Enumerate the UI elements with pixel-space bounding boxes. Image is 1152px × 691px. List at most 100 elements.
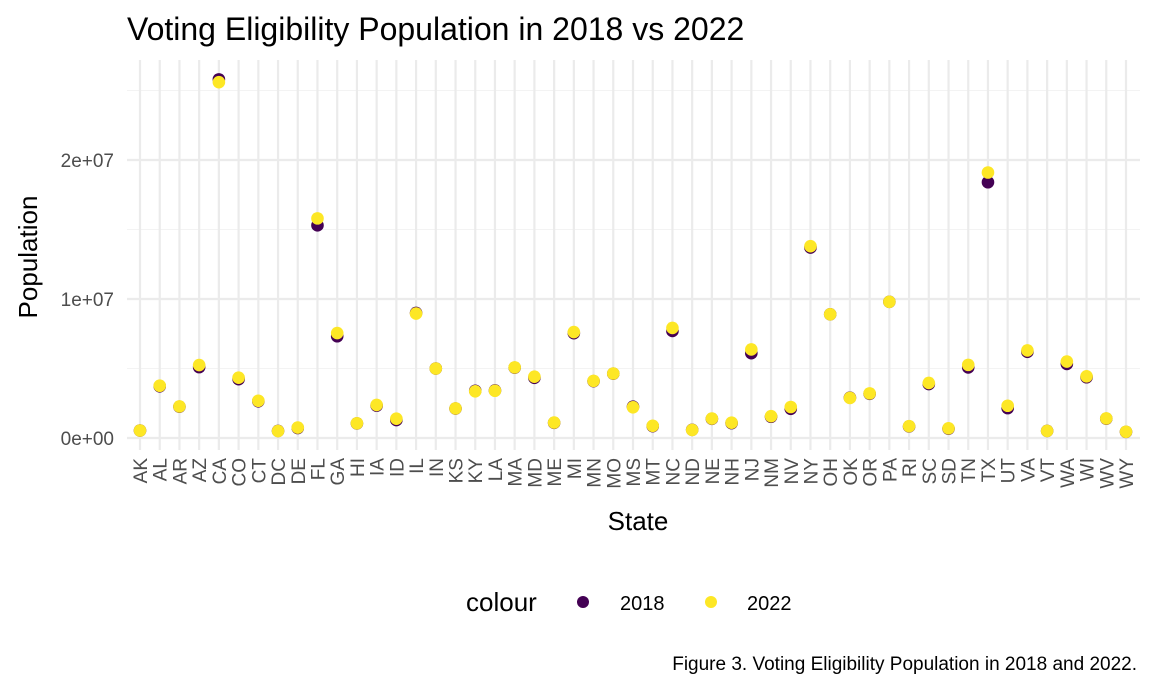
x-tick-label-TX: TX	[979, 458, 1000, 483]
x-axis-ticks: AKALARAZCACOCTDCDEFLGAHIIAIDILINKSKYLAMA…	[131, 458, 1138, 489]
legend-label-2018: 2018	[620, 593, 665, 615]
legend-key-2018	[577, 596, 589, 608]
x-tick-label-ME: ME	[545, 458, 566, 487]
x-tick-label-AZ: AZ	[190, 458, 211, 483]
x-tick-label-DC: DC	[269, 458, 290, 485]
point-2022-GA	[330, 326, 344, 340]
point-2022-VA	[1021, 344, 1034, 357]
point-2022-TN	[961, 358, 975, 372]
x-tick-label-OK: OK	[841, 458, 862, 486]
point-2022-AZ	[192, 358, 206, 372]
point-2022-MO	[606, 367, 620, 380]
x-tick-label-MN: MN	[585, 458, 606, 488]
point-2022-AK	[133, 424, 147, 437]
x-tick-label-MT: MT	[644, 458, 665, 486]
point-2022-NY	[804, 239, 817, 253]
x-tick-label-SC: SC	[920, 458, 941, 484]
point-2022-NJ	[745, 343, 758, 356]
gridlines	[127, 60, 1140, 450]
x-tick-label-MO: MO	[604, 458, 625, 489]
point-2022-NM	[764, 409, 778, 423]
point-2022-UT	[1001, 399, 1014, 413]
x-tick-label-NV: NV	[782, 458, 803, 485]
point-2022-MA	[508, 361, 521, 374]
point-2022-CA	[212, 75, 226, 89]
x-tick-label-MA: MA	[506, 458, 527, 487]
x-tick-label-MI: MI	[565, 458, 586, 479]
x-tick-label-CA: CA	[210, 458, 231, 485]
legend-key-2022	[705, 596, 717, 608]
x-tick-label-NH: NH	[723, 458, 744, 485]
point-2022-OH	[823, 307, 837, 321]
point-2022-ND	[685, 423, 699, 437]
point-2022-OK	[843, 391, 857, 405]
x-tick-label-AR: AR	[170, 458, 191, 484]
point-2022-NV	[784, 400, 798, 414]
point-2022-ID	[390, 412, 403, 425]
x-tick-label-IA: IA	[368, 458, 389, 476]
x-tick-label-GA: GA	[328, 458, 349, 486]
point-2022-IA	[370, 398, 383, 412]
x-tick-label-UT: UT	[999, 458, 1020, 484]
point-2022-MD	[528, 370, 541, 384]
point-2022-DC	[271, 424, 285, 438]
point-2022-RI	[902, 419, 916, 433]
point-2022-WI	[1080, 369, 1093, 383]
point-2022-WY	[1119, 425, 1133, 439]
legend: colour 2018 2022	[466, 587, 792, 617]
x-tick-label-RI: RI	[900, 458, 921, 477]
point-2022-MS	[626, 400, 640, 414]
point-2022-KS	[449, 402, 462, 415]
x-tick-label-OR: OR	[861, 458, 882, 487]
chart-title: Voting Eligibility Population in 2018 vs…	[127, 11, 744, 47]
point-2022-HI	[350, 416, 364, 430]
y-tick-label: 2e+07	[61, 151, 114, 172]
x-tick-label-VT: VT	[1038, 458, 1059, 483]
x-tick-label-KY: KY	[466, 458, 487, 484]
point-2022-NE	[705, 412, 719, 425]
point-2018-TX	[981, 175, 995, 189]
point-2022-WV	[1099, 412, 1113, 425]
x-tick-label-MS: MS	[624, 458, 645, 487]
x-tick-label-ID: ID	[387, 458, 408, 477]
y-axis-title: Population	[13, 196, 43, 319]
point-2022-VT	[1040, 424, 1054, 438]
point-2022-IN	[429, 362, 443, 375]
point-2022-CT	[252, 394, 265, 408]
legend-title: colour	[466, 587, 537, 617]
point-2022-KY	[468, 384, 482, 398]
x-tick-label-NM: NM	[762, 458, 783, 488]
point-2022-PA	[883, 295, 896, 309]
point-2022-NH	[725, 416, 738, 430]
x-tick-label-SD: SD	[940, 458, 961, 484]
x-tick-label-AK: AK	[131, 458, 152, 484]
point-2022-WA	[1060, 355, 1074, 368]
figure-caption: Figure 3. Voting Eligibility Population …	[672, 654, 1137, 675]
point-2022-MN	[587, 374, 600, 388]
x-tick-label-AL: AL	[151, 458, 172, 481]
y-tick-label: 1e+07	[61, 290, 114, 311]
point-2022-CO	[232, 371, 245, 384]
x-tick-label-IN: IN	[427, 458, 448, 477]
x-tick-label-FL: FL	[308, 458, 329, 480]
point-2022-DE	[291, 421, 305, 434]
point-2022-MT	[646, 419, 660, 433]
x-tick-label-WY: WY	[1117, 458, 1138, 489]
x-tick-label-NJ: NJ	[742, 458, 763, 481]
x-axis-title: State	[608, 506, 669, 536]
point-2022-LA	[488, 384, 502, 398]
point-2022-OR	[863, 387, 876, 400]
x-tick-label-VA: VA	[1018, 458, 1039, 482]
data-points	[133, 73, 1133, 439]
point-2022-TX	[981, 166, 995, 179]
x-tick-label-WI: WI	[1078, 458, 1099, 481]
x-tick-label-ND: ND	[683, 458, 704, 485]
point-2022-SD	[942, 421, 955, 435]
x-tick-label-CO: CO	[230, 458, 251, 487]
x-tick-label-LA: LA	[486, 458, 507, 482]
x-tick-label-CT: CT	[249, 458, 270, 484]
x-tick-label-TN: TN	[959, 458, 980, 483]
x-tick-label-MD: MD	[525, 458, 546, 488]
point-2022-SC	[922, 376, 936, 390]
point-2022-IL	[409, 307, 423, 320]
